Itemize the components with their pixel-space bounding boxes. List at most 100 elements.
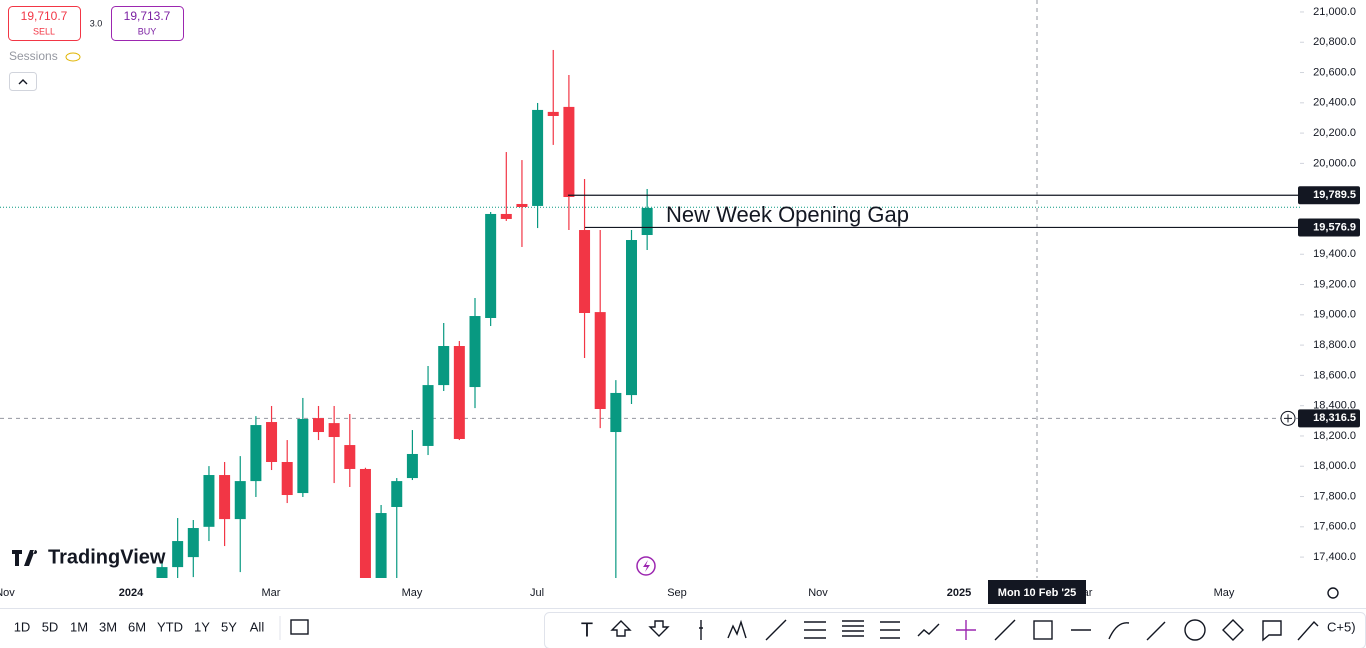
date-range-icon[interactable] [290,619,309,635]
candle-body [469,316,481,388]
candle-body [172,541,184,568]
arrow-up-tool[interactable] [610,620,632,637]
price-label: 19,576.9 [1313,221,1356,233]
timeframe-bar: 1D 5D 1M 3M 6M YTD 1Y 5Y All [14,619,265,634]
candle-body [532,109,544,206]
forecast-tool[interactable] [917,623,940,637]
ray-tool[interactable] [994,619,1016,641]
gann-tool[interactable] [842,620,864,637]
y-tick-label: 19,000.0 [1313,309,1356,321]
price-tool[interactable] [699,620,703,640]
candle-body [641,207,653,236]
price-label-box [1298,186,1360,205]
y-tick-label: 20,600.0 [1313,66,1356,78]
pattern-tool[interactable] [727,619,747,639]
logo-text: TradingView [48,546,166,568]
collapse-button[interactable] [9,72,37,91]
buy-label: BUY [138,26,157,36]
more-tools[interactable]: C+5) [1327,619,1356,634]
event-icon[interactable] [636,556,656,576]
plot-area [0,49,1300,578]
candle-body [359,468,371,578]
y-tick-label: 17,400.0 [1313,551,1356,563]
candle-body [500,213,512,219]
timeframe-button[interactable]: 1M [70,619,88,634]
annotation: New Week Opening Gap [666,202,909,227]
y-tick-label: 20,200.0 [1313,127,1356,139]
channel-tool[interactable] [880,621,900,639]
brush-tool[interactable] [1108,622,1130,640]
y-tick-label: 18,000.0 [1313,460,1356,472]
candle-body [219,475,231,520]
sell-label: SELL [33,26,55,36]
y-tick-label: 17,800.0 [1313,490,1356,502]
candle-body [438,346,450,386]
x-axis-label: Nov [0,587,15,599]
y-tick-label: 21,000.0 [1313,6,1356,18]
arrow-down-tool[interactable] [648,620,670,637]
candle-body [406,453,418,479]
crosshair-date-box [988,580,1086,604]
candle-body [203,475,215,527]
candle-body [391,481,403,507]
candle-body [187,528,199,558]
y-tick-label: 18,600.0 [1313,369,1356,381]
timeframe-button[interactable]: 5Y [221,619,237,634]
x-axis-label: May [402,587,423,599]
y-tick-label: 20,000.0 [1313,157,1356,169]
rectangle-tool[interactable] [1033,620,1053,640]
text-tool[interactable]: T [581,619,593,641]
candle-body [234,481,246,520]
timeframe-button[interactable]: 5D [42,619,59,634]
candle-body [594,312,606,410]
candle-body [422,385,434,446]
timeframe-button[interactable]: YTD [157,619,183,634]
callout-tool[interactable] [1262,620,1282,642]
visibility-icon[interactable] [65,52,81,62]
path-tool[interactable] [1222,619,1244,641]
crosshair-price-label: 18,316.5 [1313,412,1356,424]
spread: 3.0 [90,18,103,28]
candle-body [250,425,262,482]
crosshair-date-label: Mon 10 Feb '25 [998,587,1076,599]
candle-body [626,240,637,396]
price-label: 19,789.5 [1313,189,1356,201]
y-tick-label: 19,200.0 [1313,278,1356,290]
timeframe-button[interactable]: 1Y [194,619,210,634]
trend-line-tool[interactable] [765,619,787,641]
candle-body [485,213,497,318]
measure-tool[interactable] [1297,620,1319,641]
buy-button[interactable] [111,6,184,41]
x-axis-label: 2025 [947,587,971,599]
candle-body [453,346,465,439]
timeframe-button[interactable]: 3M [99,619,117,634]
candle-body [563,106,575,198]
y-tick-label: 19,400.0 [1313,248,1356,260]
y-tick-label: 18,800.0 [1313,339,1356,351]
y-tick-label: 17,600.0 [1313,521,1356,533]
y-tick-label: 20,400.0 [1313,97,1356,109]
timeframe-button[interactable]: All [250,619,265,634]
candle-body [344,445,356,469]
candle-body [156,567,168,578]
timeframe-button[interactable]: 1D [14,619,31,634]
settings-icon[interactable] [1327,587,1339,599]
logo-mark [12,550,38,566]
candle-body [579,230,591,314]
candle-body [328,423,340,438]
circle-tool[interactable] [1184,619,1206,641]
collapse-icon [18,79,28,85]
timeframe-button[interactable]: 6M [128,619,146,634]
candle-body [281,462,293,496]
cross-tool[interactable] [956,620,976,640]
crosshair-price-box [1298,409,1360,428]
arrow-tool[interactable] [1146,621,1166,641]
candle-body [297,419,309,494]
x-axis-label: 2024 [119,587,144,599]
y-tick-label: 18,200.0 [1313,430,1356,442]
sell-button[interactable] [8,6,81,41]
candle-body [547,111,559,116]
fib-tool[interactable] [804,621,826,639]
candle-body [516,203,528,208]
